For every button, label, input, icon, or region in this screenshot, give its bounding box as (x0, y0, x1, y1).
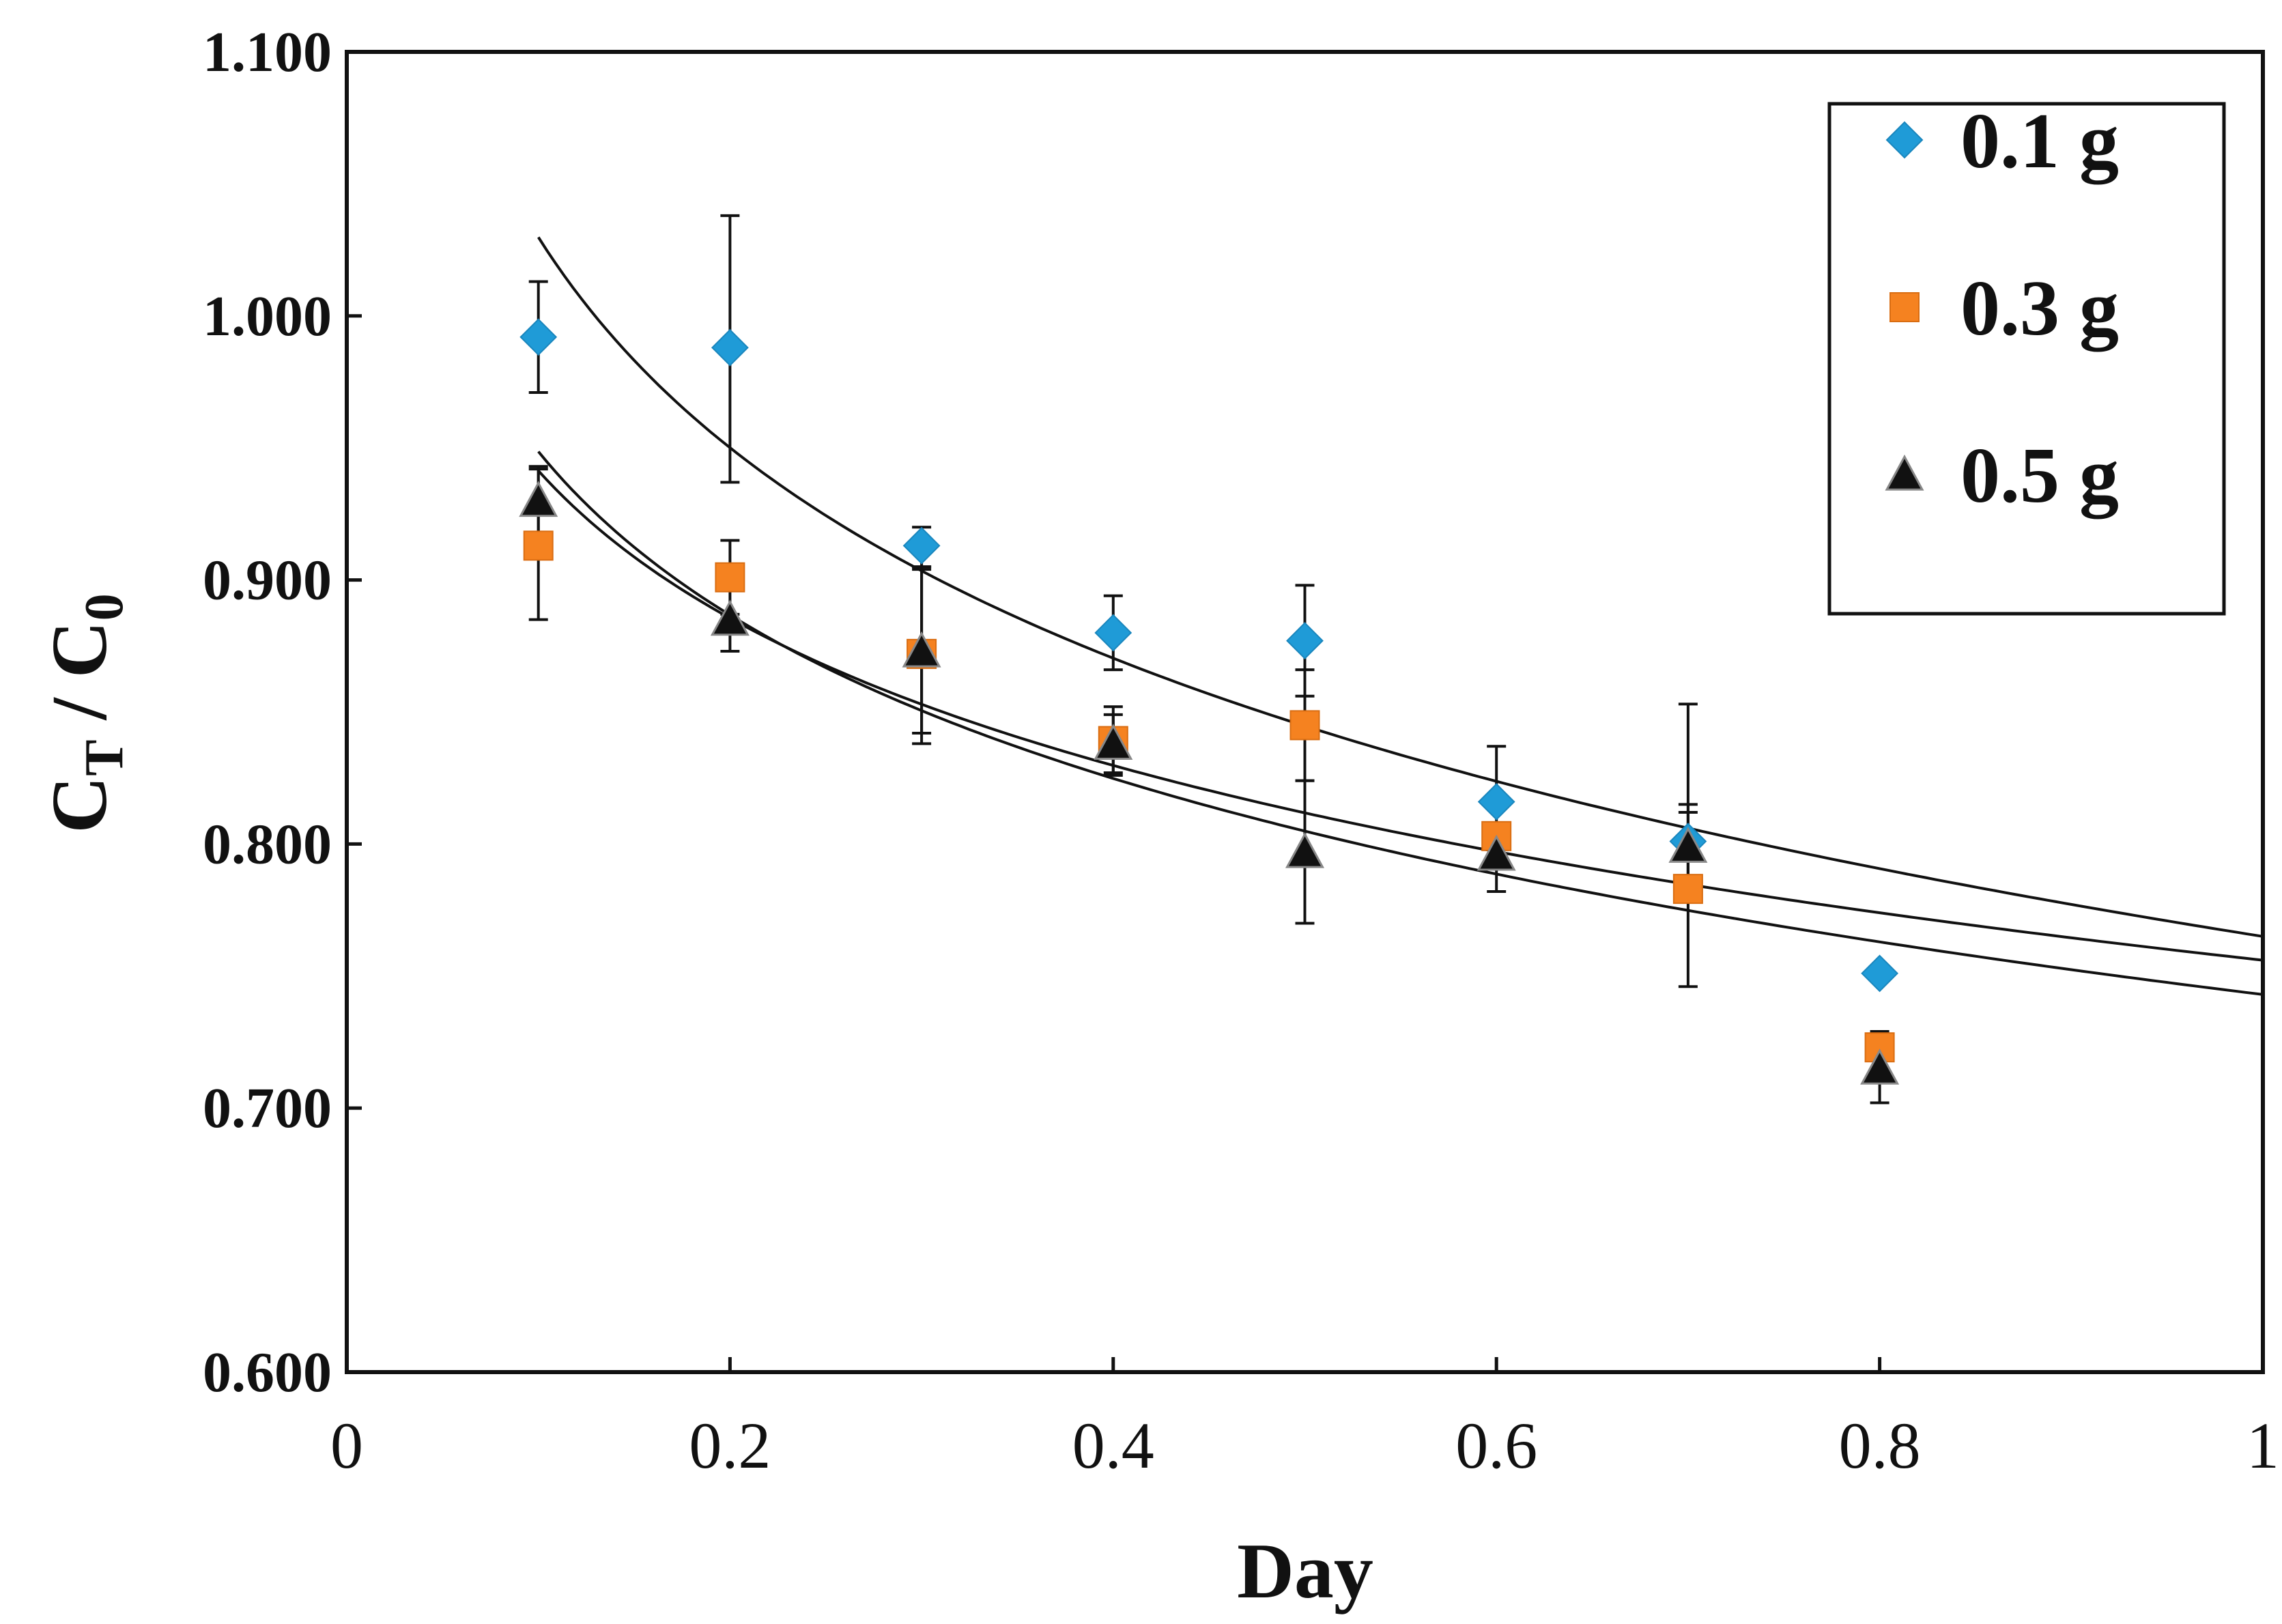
legend-marker (1885, 454, 1924, 491)
x-tick-label: 1 (2247, 1409, 2279, 1482)
x-tick-label: 0.6 (1455, 1409, 1537, 1482)
data-point-0-1-g (1286, 622, 1324, 659)
data-point-0-5-g (902, 631, 941, 668)
data-point-0-5-g (1477, 834, 1516, 871)
data-point-0-3-g (715, 562, 745, 593)
legend-label: 0.3 g (1960, 265, 2119, 352)
y-tick-label: 1.100 (203, 20, 332, 84)
x-tick-label: 0 (330, 1409, 363, 1482)
data-point-0-5-g (1668, 827, 1708, 863)
x-tick-label: 0.8 (1839, 1409, 1921, 1482)
y-axis-title-c: C (36, 776, 124, 834)
y-tick-label: 0.600 (203, 1341, 332, 1404)
data-point-0-1-g (1477, 783, 1515, 821)
data-point-0-5-g (1285, 831, 1325, 868)
fit-curve (537, 470, 2264, 962)
data-point-0-3-g (523, 530, 554, 561)
y-axis-title: CT / C0 (36, 593, 134, 833)
y-axis-title-slash: / (36, 678, 124, 739)
x-axis-title: Day (1237, 1528, 1373, 1615)
y-axis-title-sub-0: 0 (74, 593, 134, 621)
data-point-0-5-g (710, 599, 750, 636)
data-point-0-3-g (1289, 710, 1320, 741)
legend-label: 0.5 g (1960, 432, 2119, 519)
y-tick-label: 0.700 (203, 1077, 332, 1140)
data-point-0-5-g (1094, 724, 1133, 760)
data-point-0-5-g (519, 481, 558, 517)
data-markers (519, 318, 1900, 1085)
x-tick-label: 0.4 (1072, 1409, 1154, 1482)
y-tick-label: 1.000 (203, 285, 332, 348)
x-tick-label: 0.2 (689, 1409, 771, 1482)
y-tick-label: 0.800 (203, 812, 332, 876)
y-tick-label: 0.900 (203, 549, 332, 612)
legend-box (1827, 102, 2226, 616)
legend-label: 0.1 g (1960, 98, 2119, 185)
legend: 0.1 g 0.3 g 0.5 g (1827, 98, 2226, 616)
data-point-0-1-g (519, 318, 558, 356)
plot-frame (345, 50, 2265, 1374)
fit-curve (537, 236, 2264, 938)
data-point-0-1-g (902, 526, 941, 565)
fit-curve (537, 451, 2264, 996)
legend-marker (1885, 121, 1924, 159)
data-point-0-5-g (1860, 1049, 1900, 1085)
fit-curves (537, 236, 2264, 996)
x-axis: 0 0.2 0.4 0.6 0.8 1 (330, 1357, 2279, 1482)
legend-marker (1889, 292, 1920, 322)
data-point-0-1-g (1094, 614, 1132, 652)
data-point-0-1-g (1861, 954, 1899, 993)
data-point-0-3-g (1672, 874, 1703, 904)
data-point-0-1-g (711, 328, 749, 367)
y-axis-title-c0: C (36, 621, 124, 678)
y-axis-title-sub-t: T (74, 739, 134, 775)
y-axis: 0.600 0.700 0.800 0.900 1.000 1.100 (203, 20, 362, 1404)
